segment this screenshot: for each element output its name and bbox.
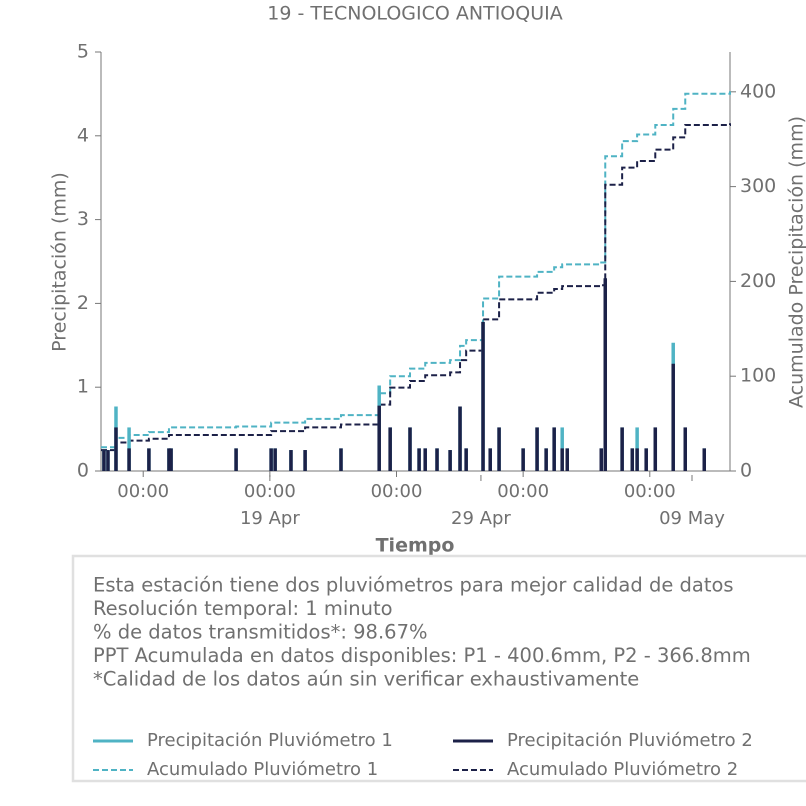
y-tick-label: 5: [77, 41, 89, 63]
note-line: Esta estación tiene dos pluviómetros par…: [93, 574, 734, 597]
y-axis-label: Precipitación (mm): [49, 172, 71, 352]
chart-title: 19 - TECNOLOGICO ANTIOQUIA: [267, 3, 562, 25]
y2-tick-label: 200: [740, 270, 776, 292]
x-date-label: 29 Apr: [451, 508, 511, 529]
y-tick-label: 1: [77, 376, 89, 398]
y2-tick-label: 400: [740, 80, 776, 102]
x-tick-label: 00:00: [244, 481, 296, 502]
y2-tick-label: 300: [740, 175, 776, 197]
y-tick-label: 2: [77, 292, 89, 314]
y2-tick-label: 0: [740, 460, 752, 482]
x-axis-label: Tiempo: [376, 535, 455, 557]
note-line: PPT Acumulada en datos disponibles: P1 -…: [93, 644, 751, 667]
note-line: % de datos transmitidos*: 98.67%: [93, 621, 428, 644]
y-tick-label: 4: [77, 124, 89, 146]
x-date-label: 19 Apr: [240, 508, 300, 529]
legend-label: Precipitación Pluviómetro 2: [507, 730, 753, 751]
y2-tick-label: 100: [740, 365, 776, 387]
y-tick-label: 0: [77, 460, 89, 482]
x-tick-label: 00:00: [624, 481, 676, 502]
y2-axis-label: Acumulado Precipitación (mm): [786, 116, 806, 408]
x-tick-label: 00:00: [371, 481, 423, 502]
legend-label: Acumulado Pluviómetro 1: [147, 759, 378, 780]
legend-label: Precipitación Pluviómetro 1: [147, 730, 393, 751]
x-tick-label: 00:00: [497, 481, 549, 502]
info-box: [71, 554, 806, 783]
accum-line: [101, 123, 731, 452]
accum-line: [101, 91, 731, 449]
legend-label: Acumulado Pluviómetro 2: [507, 759, 738, 780]
x-tick-label: 00:00: [117, 481, 169, 502]
y-tick-label: 3: [77, 208, 89, 230]
note-line: *Calidad de los datos aún sin verificar …: [93, 668, 639, 691]
note-line: Resolución temporal: 1 minuto: [93, 597, 393, 620]
x-date-label: 09 May: [659, 508, 725, 529]
